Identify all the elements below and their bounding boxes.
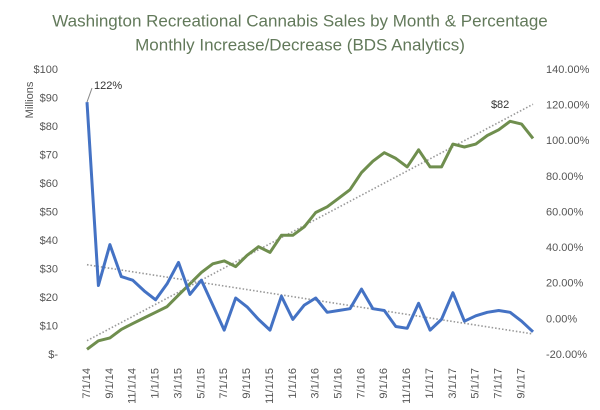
y-tick-label: $30 (40, 263, 58, 275)
series-line (86, 119, 535, 351)
y-tick-label: $40 (40, 235, 58, 247)
series-line (85, 102, 535, 333)
y-tick-label: $100 (34, 64, 58, 76)
x-tick-label: 11/1/15 (264, 368, 276, 404)
x-tick-label: 11/1/14 (127, 368, 139, 404)
x-tick-label: 7/1/15 (218, 368, 230, 399)
x-tick-label: 9/1/16 (378, 368, 390, 399)
x-tick-label: 3/1/15 (172, 368, 184, 399)
y-tick-label: $70 (40, 149, 58, 161)
x-tick-label: 1/1/15 (150, 368, 162, 399)
x-tick-label: 7/1/17 (493, 368, 505, 399)
y2-tick-label: 20.00% (546, 278, 584, 290)
y-tick-label: $10 (40, 320, 58, 332)
x-tick-label: 9/1/14 (104, 368, 116, 399)
x-tick-label: 5/1/17 (470, 368, 482, 399)
y-tick-label: $20 (40, 292, 58, 304)
x-tick-label: 11/1/16 (401, 368, 413, 404)
chart-title: Washington Recreational Cannabis Sales b… (52, 11, 548, 30)
y2-tick-label: 0.00% (546, 313, 577, 325)
x-tick-label: 1/1/16 (287, 368, 299, 399)
y-tick-label: $50 (40, 206, 58, 218)
trendline (86, 103, 534, 342)
y2-tick-label: 120.00% (546, 100, 590, 112)
y-tick-label: $80 (40, 121, 58, 133)
x-tick-label: 9/1/17 (515, 368, 527, 399)
y-tick-label: $90 (40, 92, 58, 104)
y2-tick-label: 100.00% (546, 135, 590, 147)
x-tick-label: 7/1/16 (355, 368, 367, 399)
y2-tick-label: 140.00% (546, 64, 590, 76)
label-leader (86, 87, 93, 103)
x-tick-label: 1/1/17 (424, 368, 436, 399)
y2-tick-label: 60.00% (546, 206, 584, 218)
y-tick-label: $- (48, 349, 58, 361)
y2-tick-label: -20.00% (546, 349, 587, 361)
y2-tick-label: 80.00% (546, 171, 584, 183)
x-tick-label: 3/1/17 (447, 368, 459, 399)
data-label: $82 (491, 99, 509, 111)
x-tick-label: 9/1/15 (241, 368, 253, 399)
data-label: 122% (94, 80, 122, 92)
y-axis-label: Millions (24, 81, 36, 118)
y-tick-label: $60 (40, 178, 58, 190)
y2-tick-label: 40.00% (546, 242, 584, 254)
x-tick-label: 5/1/16 (332, 368, 344, 399)
chart-subtitle: Monthly Increase/Decrease (BDS Analytics… (135, 35, 465, 54)
x-tick-label: 3/1/16 (310, 368, 322, 399)
x-tick-label: 7/1/14 (81, 368, 93, 399)
x-tick-label: 5/1/15 (195, 368, 207, 399)
